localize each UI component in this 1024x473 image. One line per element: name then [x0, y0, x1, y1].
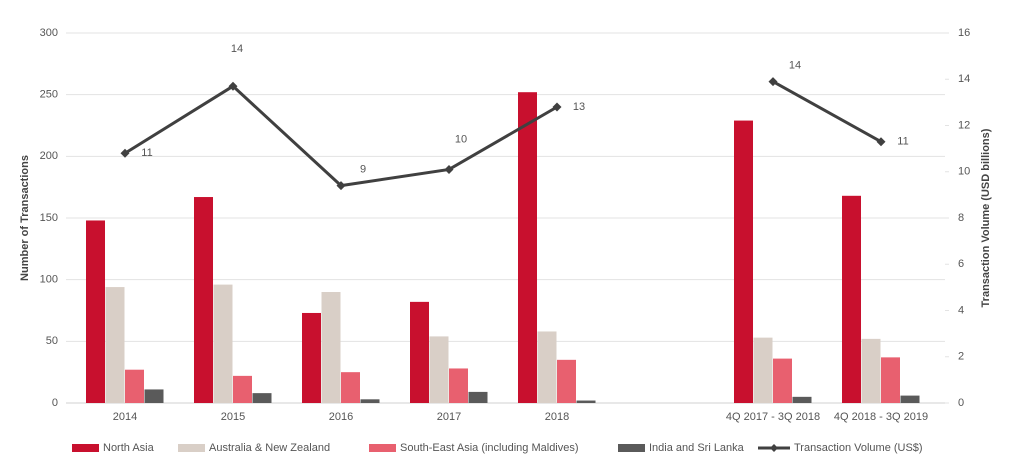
bar: [321, 292, 341, 403]
y2-tick-label: 6: [958, 258, 964, 270]
data-label: 10: [455, 133, 467, 145]
y-tick-label: 150: [40, 212, 58, 224]
bar: [302, 312, 321, 403]
y2-tick-label: 2: [958, 351, 964, 363]
legend-label: India and Sri Lanka: [649, 442, 745, 454]
y2-tick-label: 8: [958, 212, 964, 224]
y-tick-label: 200: [40, 150, 58, 162]
y2-tick-label: 0: [958, 397, 964, 409]
legend-label: South-East Asia (including Maldives): [400, 442, 579, 454]
y-tick-label: 0: [52, 397, 58, 409]
legend-label: Australia & New Zealand: [209, 442, 330, 454]
y-tick-label: 300: [40, 27, 58, 39]
y-tick-label: 50: [46, 335, 58, 347]
x-tick-label: 2015: [221, 411, 245, 423]
bar: [468, 391, 488, 403]
x-tick-label: 4Q 2017 - 3Q 2018: [726, 411, 820, 423]
y-axis-title: Number of Transactions: [19, 155, 31, 281]
x-tick-label: 2018: [545, 411, 569, 423]
legend-swatch: [72, 444, 99, 452]
bar: [881, 357, 900, 403]
bar: [125, 369, 144, 403]
legend-label: Transaction Volume (US$): [794, 442, 923, 454]
line-marker: [444, 164, 454, 174]
data-label: 14: [231, 43, 243, 55]
legend-label: North Asia: [103, 442, 155, 454]
y2-axis-title: Transaction Volume (USD billions): [980, 128, 992, 307]
y-tick-label: 250: [40, 89, 58, 101]
bar: [842, 195, 861, 403]
legend-swatch: [770, 444, 778, 452]
y2-tick-label: 12: [958, 119, 970, 131]
bar: [861, 338, 881, 403]
bar: [557, 359, 576, 403]
legend-swatch: [618, 444, 645, 452]
bar: [105, 287, 125, 403]
data-label: 11: [897, 136, 908, 148]
data-label: 11: [141, 147, 152, 159]
data-label: 9: [360, 164, 366, 176]
bar: [449, 368, 468, 403]
y2-tick-label: 10: [958, 166, 970, 178]
bar: [233, 375, 252, 403]
bar: [360, 399, 380, 403]
bar: [194, 197, 213, 403]
bar: [252, 393, 272, 403]
bar: [518, 92, 537, 403]
bar: [773, 358, 792, 403]
line: [124, 80, 882, 188]
bar: [734, 120, 753, 404]
line-marker: [228, 81, 238, 91]
bar: [576, 400, 596, 403]
bar: [341, 372, 360, 403]
bar: [86, 220, 105, 403]
legend-swatch: [369, 444, 396, 452]
bar: [900, 395, 920, 403]
data-label: 13: [573, 101, 585, 113]
x-tick-label: 2017: [437, 411, 461, 423]
line-marker: [768, 77, 778, 87]
y-tick-label: 100: [40, 274, 58, 286]
data-label: 14: [789, 59, 801, 71]
bar: [144, 389, 164, 403]
line-marker: [552, 102, 562, 112]
y2-tick-label: 14: [958, 73, 970, 85]
y2-tick-label: 16: [958, 27, 970, 39]
bar: [537, 331, 557, 403]
x-tick-label: 2016: [329, 411, 353, 423]
bar: [753, 337, 773, 403]
bar: [792, 396, 812, 403]
bar: [213, 284, 233, 403]
x-tick-label: 2014: [113, 411, 137, 423]
bar: [429, 336, 449, 403]
y2-tick-label: 4: [958, 304, 964, 316]
bar: [410, 301, 429, 403]
x-tick-label: 4Q 2018 - 3Q 2019: [834, 411, 928, 423]
line-marker: [876, 137, 886, 147]
line-marker: [120, 148, 130, 158]
legend-swatch: [178, 444, 205, 452]
line-marker: [336, 181, 346, 191]
